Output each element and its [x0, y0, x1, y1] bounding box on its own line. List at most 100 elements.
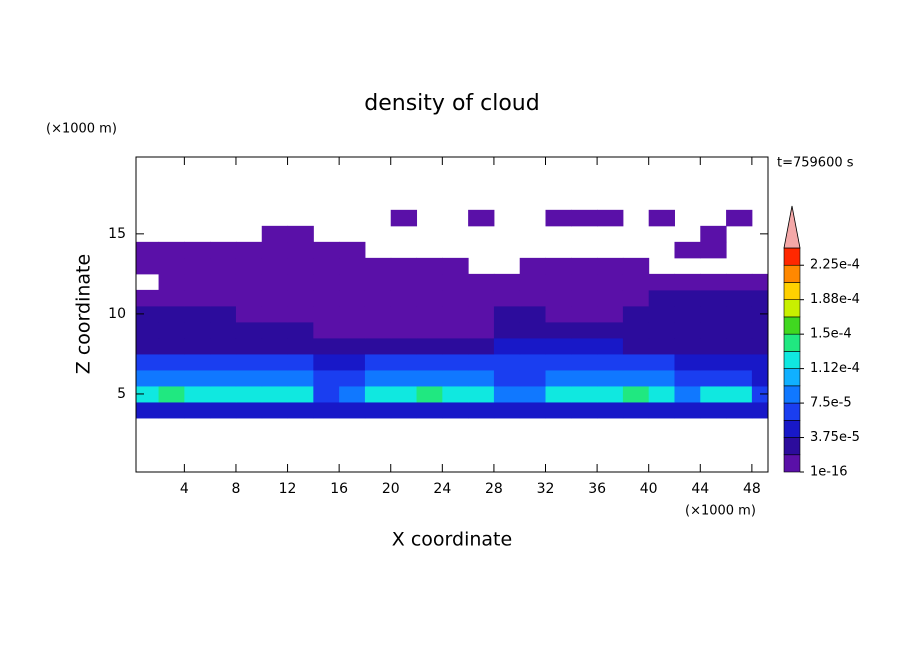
contour-cell [158, 401, 185, 419]
contour-cell [416, 321, 443, 339]
contour-cell [622, 369, 650, 387]
contour-cell [493, 337, 521, 355]
contour-cell [210, 337, 237, 355]
x-tick-label: 44 [691, 481, 709, 497]
contour-cell [210, 353, 237, 371]
contour-cell [261, 273, 289, 291]
time-annotation: t=759600 s [777, 156, 854, 171]
colorbar-band [783, 264, 801, 283]
contour-cell [313, 353, 340, 371]
contour-cell [416, 289, 443, 307]
contour-cell [158, 289, 185, 307]
contour-cell [442, 273, 469, 291]
x-tick-label: 48 [743, 481, 761, 497]
contour-cell [674, 401, 701, 419]
x-tick-label: 28 [485, 481, 503, 497]
contour-cell [597, 321, 624, 339]
contour-cell [545, 305, 572, 323]
contour-cell [597, 337, 624, 355]
contour-cell [261, 369, 289, 387]
contour-cell [364, 257, 392, 275]
contour-cell [726, 369, 753, 387]
contour-cell [261, 257, 289, 275]
x-tick-label: 16 [330, 481, 348, 497]
contour-cell [136, 241, 160, 259]
contour-cell [261, 321, 289, 339]
contour-cell [545, 289, 572, 307]
x-tick-label: 40 [640, 481, 658, 497]
contour-cell [390, 305, 418, 323]
contour-cell [261, 337, 289, 355]
contour-cell [726, 209, 753, 227]
contour-cell [674, 273, 701, 291]
contour-cell [339, 321, 366, 339]
contour-cell [364, 353, 392, 371]
contour-cell [597, 257, 624, 275]
contour-cell [313, 241, 340, 259]
contour-cell [726, 353, 753, 371]
colorbar-band [783, 316, 801, 335]
contour-cell [416, 385, 443, 403]
x-tick-label: 36 [588, 481, 606, 497]
contour-cell [136, 369, 160, 387]
contour-field [136, 209, 768, 419]
contour-cell [339, 289, 366, 307]
contour-cell [339, 241, 366, 259]
contour-cell [700, 337, 727, 355]
contour-cell [597, 385, 624, 403]
contour-cell [519, 401, 547, 419]
contour-cell [184, 305, 211, 323]
x-tick-label: 4 [180, 481, 189, 497]
contour-cell [158, 337, 185, 355]
contour-cell [339, 305, 366, 323]
contour-cell [622, 401, 650, 419]
contour-cell [545, 321, 572, 339]
contour-cell [674, 337, 701, 355]
contour-cell [545, 209, 572, 227]
contour-cell [571, 353, 598, 371]
contour-cell [493, 353, 521, 371]
contour-cell [235, 257, 263, 275]
contour-cell [545, 369, 572, 387]
contour-cell [184, 321, 211, 339]
contour-cell [184, 385, 211, 403]
x-tick-label: 12 [279, 481, 297, 497]
contour-cell [210, 241, 237, 259]
contour-cell [364, 337, 392, 355]
contour-cell [519, 369, 547, 387]
contour-cell [261, 289, 289, 307]
contour-cell [622, 337, 650, 355]
contour-cell [313, 385, 340, 403]
contour-cell [390, 401, 418, 419]
contour-cell [571, 385, 598, 403]
contour-cell [158, 273, 185, 291]
contour-cell [622, 353, 650, 371]
contour-cell [493, 401, 521, 419]
contour-cell [751, 369, 768, 387]
contour-cell [751, 353, 768, 371]
colorbar-tick-label: 1e-16 [810, 465, 848, 480]
contour-cell [571, 305, 598, 323]
contour-cell [674, 241, 701, 259]
contour-cell [571, 209, 598, 227]
colorbar-band [783, 402, 801, 421]
contour-cell [597, 209, 624, 227]
contour-cell [390, 385, 418, 403]
contour-cell [519, 321, 547, 339]
contour-cell [184, 369, 211, 387]
contour-cell [136, 305, 160, 323]
contour-cell [597, 353, 624, 371]
contour-cell [468, 289, 495, 307]
contour-cell [674, 289, 701, 307]
contour-cell [313, 321, 340, 339]
contour-cell [416, 353, 443, 371]
contour-cell [184, 353, 211, 371]
contour-cell [726, 337, 753, 355]
contour-cell [648, 385, 675, 403]
contour-cell [235, 305, 263, 323]
contour-cell [751, 337, 768, 355]
colorbar-band [783, 420, 801, 438]
contour-cell [726, 401, 753, 419]
colorbar-band [783, 333, 801, 352]
contour-cell [339, 273, 366, 291]
